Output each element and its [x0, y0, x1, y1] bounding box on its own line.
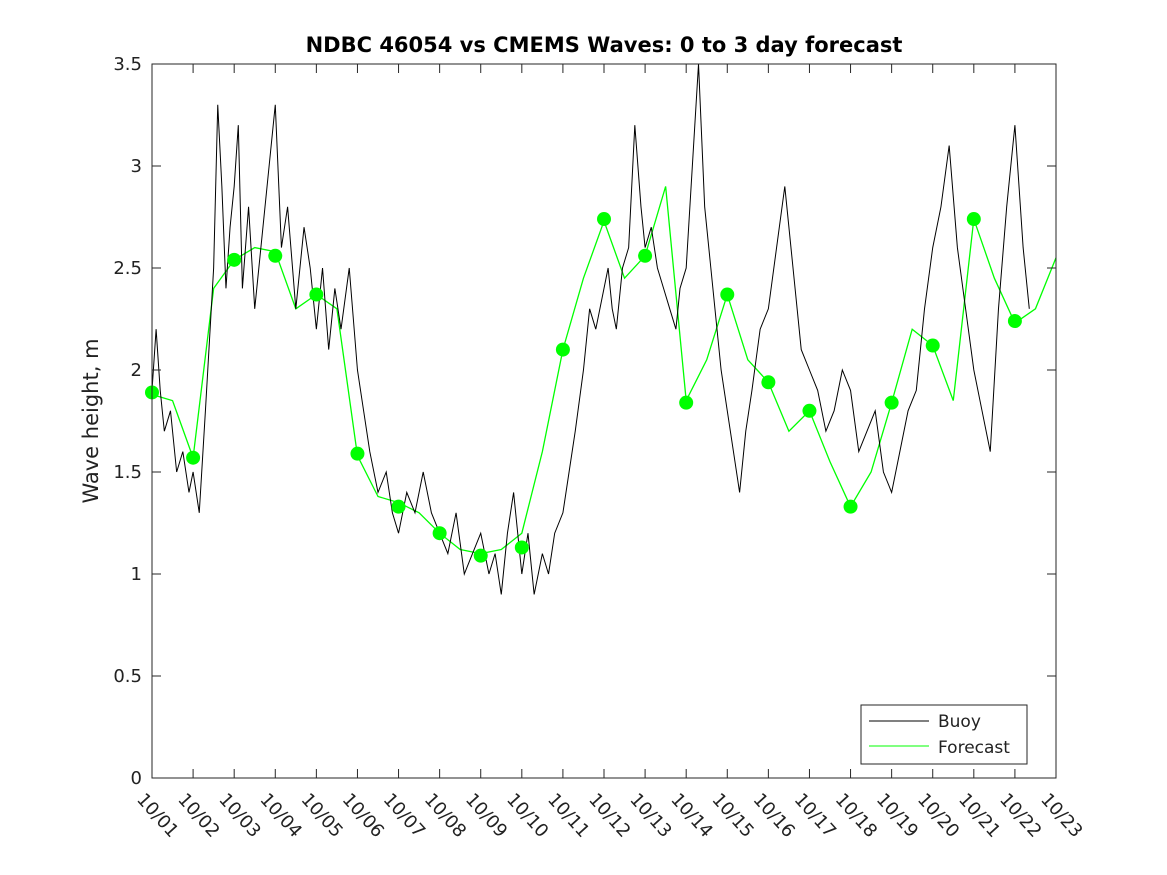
series-line-buoy [151, 63, 1030, 595]
forecast-marker [720, 287, 735, 302]
legend: Buoy Forecast [860, 704, 1028, 765]
y-tick-label: 3.5 [113, 54, 142, 75]
forecast-marker [843, 499, 858, 514]
forecast-marker [638, 248, 653, 263]
y-tick-label: 1 [131, 564, 142, 585]
forecast-marker [1007, 314, 1022, 329]
forecast-marker [884, 395, 899, 410]
chart-title: NDBC 46054 vs CMEMS Waves: 0 to 3 day fo… [306, 33, 903, 57]
forecast-marker [802, 403, 817, 418]
y-axis: 0 0.5 1 1.5 2 2.5 3 3.5 [113, 54, 1056, 789]
forecast-marker [309, 287, 324, 302]
legend-buoy-label: Buoy [938, 712, 981, 732]
y-tick-label: 0.5 [113, 666, 142, 687]
forecast-marker [227, 252, 242, 267]
forecast-marker [268, 248, 283, 263]
forecast-marker [432, 526, 447, 541]
y-tick-label: 2.5 [113, 258, 142, 279]
y-tick-label: 1.5 [113, 462, 142, 483]
y-tick-label: 2 [131, 360, 142, 381]
y-axis-label: Wave height, m [79, 338, 103, 503]
forecast-marker [391, 499, 406, 514]
forecast-marker [186, 450, 201, 465]
forecast-marker [966, 212, 981, 227]
forecast-marker [679, 395, 694, 410]
forecast-marker [597, 212, 611, 227]
legend-box [860, 704, 1028, 765]
forecast-marker [925, 338, 940, 353]
plot-area [152, 64, 1056, 778]
forecast-marker [555, 342, 570, 357]
y-tick-label: 3 [131, 156, 142, 177]
y-tick-label: 0 [131, 768, 142, 789]
forecast-marker [350, 446, 365, 461]
forecast-marker [761, 375, 776, 390]
forecast-marker [473, 548, 488, 563]
forecast-marker [514, 540, 529, 555]
legend-forecast-label: Forecast [938, 738, 1010, 758]
